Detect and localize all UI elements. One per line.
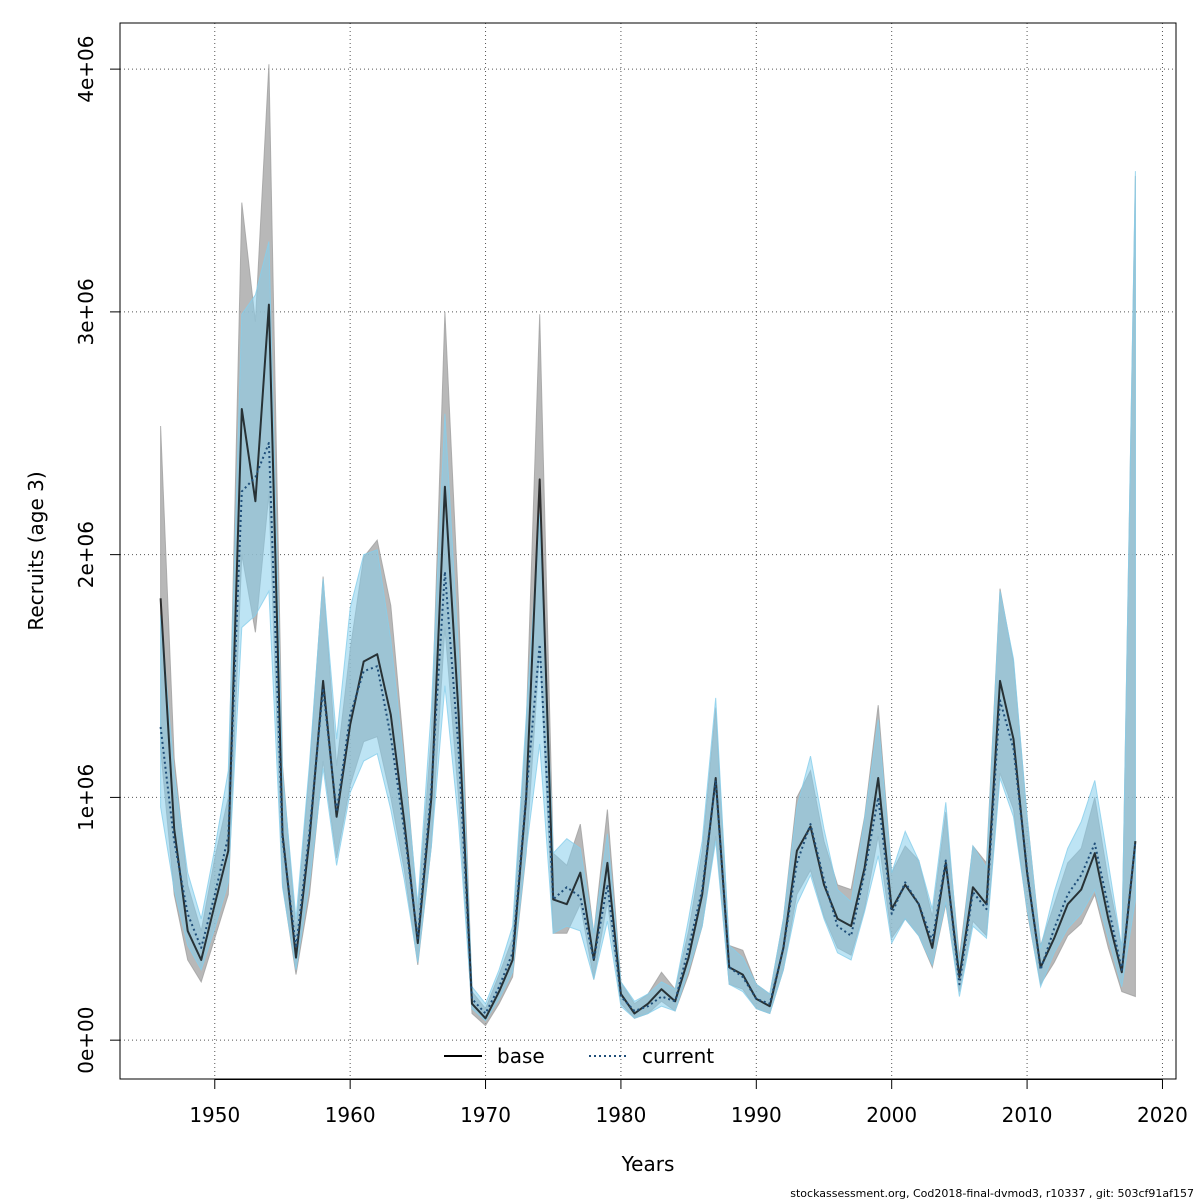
y-tick-label: 1e+06: [74, 764, 98, 831]
x-tick-label: 2010: [1002, 1103, 1053, 1127]
band-current: [160, 171, 1136, 1022]
x-tick-label: 2020: [1137, 1103, 1188, 1127]
legend-base-label: base: [497, 1044, 545, 1068]
footer-caption: stockassessment.org, Cod2018-final-dvmod…: [790, 1187, 1194, 1200]
line-base: [159, 303, 1137, 1020]
x-axis-label: Years: [621, 1152, 675, 1176]
x-tick-label: 1960: [325, 1103, 376, 1127]
y-tick-label: 3e+06: [74, 278, 98, 345]
y-axis: 0e+00 1e+06 2e+06 3e+06 4e+06: [74, 35, 120, 1074]
y-tick-label: 2e+06: [74, 521, 98, 588]
x-tick-label: 2000: [866, 1103, 917, 1127]
series-lines: [159, 303, 1137, 1020]
legend-current-label: current: [642, 1044, 714, 1068]
y-tick-label: 4e+06: [74, 35, 98, 102]
grid: [120, 23, 1176, 1079]
x-tick-label: 1980: [595, 1103, 646, 1127]
line-current: [159, 442, 1137, 1015]
y-axis-label: Recruits (age 3): [24, 471, 48, 630]
x-tick-label: 1990: [731, 1103, 782, 1127]
legend: base current: [444, 1044, 714, 1068]
x-axis: 1950 1960 1970 1980 1990 2000 2010 2020: [189, 1079, 1188, 1127]
y-tick-label: 0e+00: [74, 1007, 98, 1074]
x-tick-label: 1950: [189, 1103, 240, 1127]
x-tick-label: 1970: [460, 1103, 511, 1127]
confidence-bands: [160, 64, 1136, 1027]
